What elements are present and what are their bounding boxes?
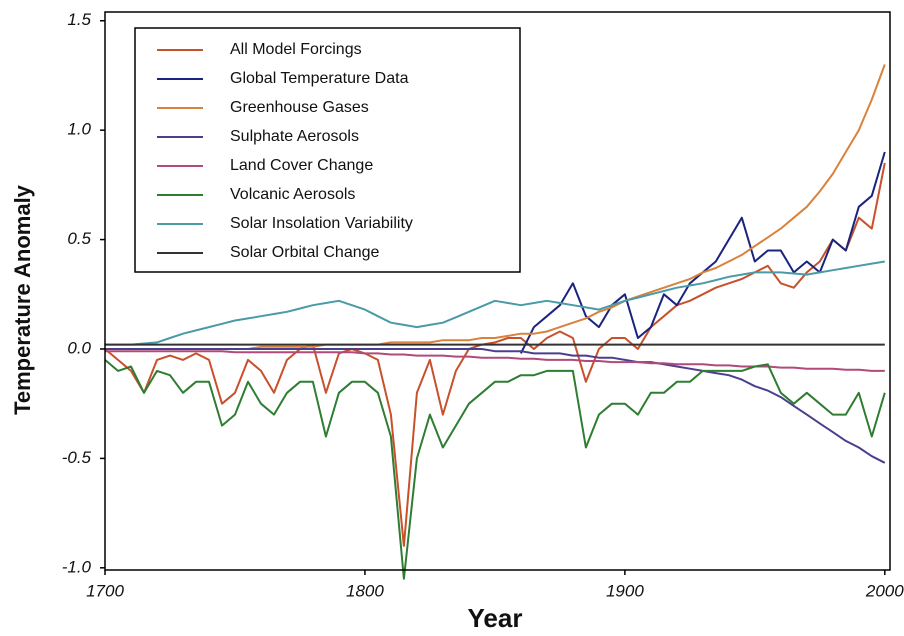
- legend-label: Sulphate Aerosols: [230, 128, 359, 145]
- y-tick-label: -0.5: [62, 448, 92, 467]
- x-tick-label: 2000: [865, 581, 904, 600]
- x-tick-label: 1800: [346, 581, 384, 600]
- y-tick-label: 1.0: [67, 120, 91, 139]
- x-axis-title: Year: [468, 603, 523, 633]
- series-line: [105, 348, 886, 464]
- y-tick-label: 0.5: [67, 229, 91, 248]
- x-tick-label: 1700: [86, 581, 124, 600]
- y-tick-label: 0.0: [67, 338, 91, 357]
- series-line: [104, 359, 886, 580]
- legend-label: Greenhouse Gases: [230, 99, 369, 116]
- legend-label: Volcanic Aerosols: [230, 186, 355, 203]
- legend-label: Land Cover Change: [230, 157, 373, 174]
- series-line: [520, 151, 886, 354]
- y-tick-label: 1.5: [67, 10, 91, 29]
- x-tick-label: 1900: [606, 581, 644, 600]
- legend-label: All Model Forcings: [230, 41, 362, 58]
- legend-box: [134, 27, 521, 273]
- y-axis-title: Temperature Anomaly: [10, 184, 35, 415]
- legend-label: Global Temperature Data: [230, 70, 409, 87]
- legend-label: Solar Insolation Variability: [230, 215, 413, 232]
- y-tick-label: -1.0: [62, 557, 92, 576]
- legend-label: Solar Orbital Change: [230, 244, 380, 261]
- plot-frame: [104, 11, 891, 571]
- series-line: [105, 260, 885, 346]
- series-line: [105, 350, 885, 372]
